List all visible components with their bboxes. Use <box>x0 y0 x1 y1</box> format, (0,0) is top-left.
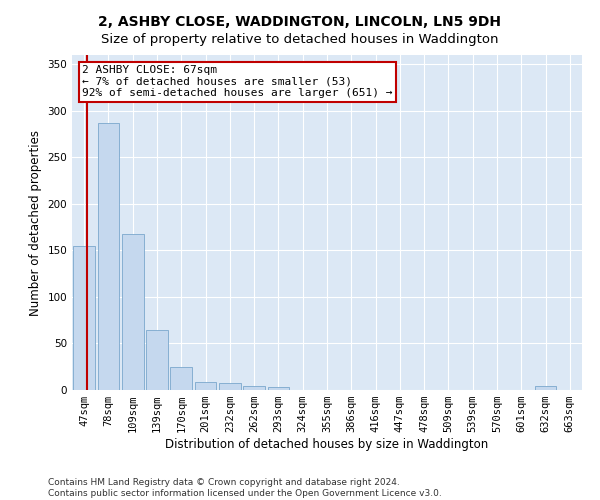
Bar <box>268 387 289 390</box>
Text: Contains HM Land Registry data © Crown copyright and database right 2024.
Contai: Contains HM Land Registry data © Crown c… <box>48 478 442 498</box>
Bar <box>122 234 143 390</box>
Bar <box>97 123 119 390</box>
Text: Size of property relative to detached houses in Waddington: Size of property relative to detached ho… <box>101 32 499 46</box>
Text: 2, ASHBY CLOSE, WADDINGTON, LINCOLN, LN5 9DH: 2, ASHBY CLOSE, WADDINGTON, LINCOLN, LN5… <box>98 15 502 29</box>
Bar <box>535 386 556 390</box>
Bar <box>219 384 241 390</box>
Text: 2 ASHBY CLOSE: 67sqm
← 7% of detached houses are smaller (53)
92% of semi-detach: 2 ASHBY CLOSE: 67sqm ← 7% of detached ho… <box>82 65 392 98</box>
Bar <box>243 386 265 390</box>
Bar <box>170 366 192 390</box>
Y-axis label: Number of detached properties: Number of detached properties <box>29 130 42 316</box>
Bar <box>73 246 95 390</box>
Bar <box>146 330 168 390</box>
Bar <box>194 382 217 390</box>
X-axis label: Distribution of detached houses by size in Waddington: Distribution of detached houses by size … <box>166 438 488 451</box>
